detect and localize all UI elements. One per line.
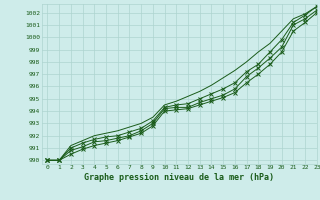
X-axis label: Graphe pression niveau de la mer (hPa): Graphe pression niveau de la mer (hPa) — [84, 173, 274, 182]
